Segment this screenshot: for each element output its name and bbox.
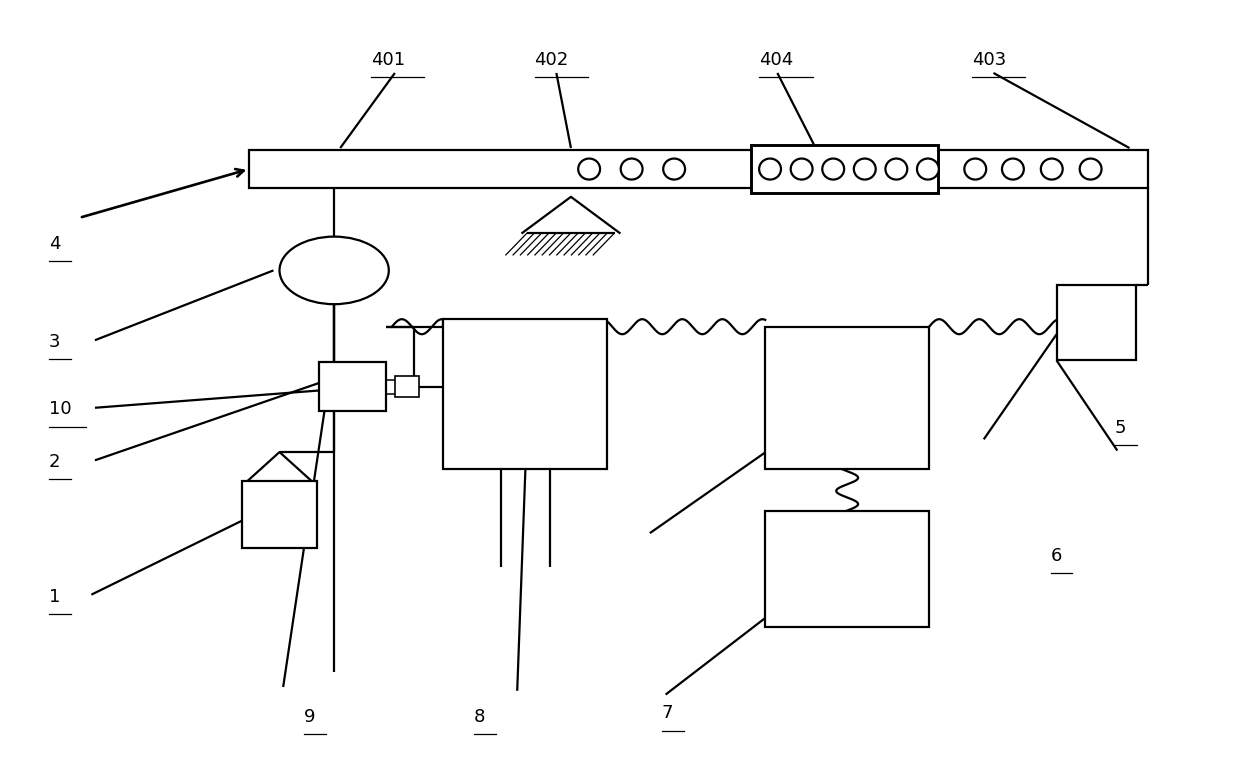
Text: 8: 8 xyxy=(473,708,486,726)
Bar xyxy=(249,150,1147,188)
Text: 2: 2 xyxy=(48,453,61,471)
Bar xyxy=(751,145,938,193)
Text: 7: 7 xyxy=(662,704,674,722)
Bar xyxy=(318,362,385,411)
Text: 4: 4 xyxy=(48,235,61,253)
Ellipse shape xyxy=(1002,159,1023,179)
Bar xyxy=(242,480,317,548)
Ellipse shape xyxy=(760,159,781,179)
Bar xyxy=(766,511,929,627)
Text: 9: 9 xyxy=(304,708,315,726)
Ellipse shape xyxy=(621,159,643,179)
Ellipse shape xyxy=(1041,159,1063,179)
Text: 403: 403 xyxy=(971,51,1006,69)
Text: 6: 6 xyxy=(1051,547,1062,565)
Bar xyxy=(444,319,607,470)
Ellipse shape xyxy=(854,159,876,179)
Text: 10: 10 xyxy=(48,401,72,418)
Text: 404: 404 xyxy=(760,51,793,69)
Ellipse shape xyxy=(823,159,844,179)
Text: 401: 401 xyxy=(370,51,405,69)
Text: 3: 3 xyxy=(48,332,61,351)
Ellipse shape xyxy=(917,159,939,179)
Ellipse shape xyxy=(790,159,813,179)
Ellipse shape xyxy=(886,159,907,179)
Text: 1: 1 xyxy=(48,588,61,606)
Text: 402: 402 xyxy=(534,51,569,69)
Ellipse shape xyxy=(1079,159,1101,179)
Ellipse shape xyxy=(964,159,986,179)
Circle shape xyxy=(280,237,389,304)
Bar xyxy=(1057,286,1135,361)
Ellipse shape xyxy=(579,159,600,179)
Bar xyxy=(766,326,929,470)
Ellipse shape xyxy=(663,159,685,179)
Text: 5: 5 xyxy=(1115,419,1126,437)
Bar xyxy=(395,376,419,398)
